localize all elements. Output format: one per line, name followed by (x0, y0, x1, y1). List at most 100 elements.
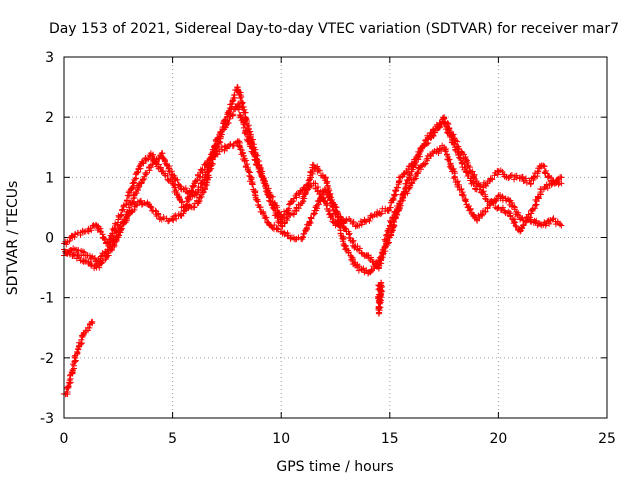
trace-marker (148, 204, 155, 211)
trace-marker (202, 172, 209, 179)
trace-marker (172, 187, 179, 194)
trace-marker (458, 160, 465, 167)
trace-marker (467, 206, 474, 213)
trace-marker (555, 181, 562, 188)
trace-marker (86, 324, 93, 331)
trace-marker (271, 205, 278, 212)
trace-marker (99, 257, 106, 264)
trace-marker (303, 187, 310, 194)
trace-marker (540, 162, 547, 169)
trace-marker (256, 161, 263, 168)
trace-marker (445, 121, 452, 128)
trace-marker (71, 353, 78, 360)
trace-marker (242, 116, 249, 123)
trace-marker (541, 163, 548, 170)
trace-marker (248, 175, 255, 182)
trace-marker (97, 253, 104, 260)
trace-marker (350, 218, 357, 225)
trace-marker (143, 169, 150, 176)
trace-marker (157, 164, 164, 171)
trace-marker (215, 135, 222, 142)
trace-marker (117, 211, 124, 218)
trace-marker (164, 173, 171, 180)
trace-marker (311, 210, 318, 217)
trace-marker (128, 185, 135, 192)
trace-marker (542, 167, 549, 174)
trace-marker (200, 179, 207, 186)
trace-marker (367, 268, 374, 275)
trace-marker (190, 184, 197, 191)
trace-marker (133, 190, 140, 197)
trace-marker (474, 180, 481, 187)
trace-marker (290, 198, 297, 205)
y-axis-label: SDTVAR / TECUs (5, 181, 21, 296)
trace-marker (79, 248, 86, 255)
trace-marker (123, 197, 130, 204)
data-point (137, 162, 144, 169)
trace-marker (229, 97, 236, 104)
trace-marker (315, 167, 322, 174)
trace-marker (267, 198, 274, 205)
trace-marker (406, 175, 413, 182)
trace-marker (377, 255, 384, 262)
trace-marker (324, 182, 331, 189)
trace-marker (448, 162, 455, 169)
trace-marker (508, 172, 515, 178)
trace-marker (88, 227, 95, 234)
trace-marker (111, 242, 118, 249)
x-tick-label: 10 (272, 431, 290, 447)
trace-marker (347, 217, 354, 224)
trace-marker (330, 204, 337, 211)
data-point (278, 222, 285, 229)
trace-marker (130, 180, 137, 187)
chart-title: Day 153 of 2021, Sidereal Day-to-day VTE… (49, 21, 619, 37)
trace-marker (205, 161, 212, 168)
trace-marker (530, 176, 537, 183)
data-point (169, 216, 176, 223)
trace-marker (412, 159, 419, 166)
trace-marker (305, 180, 312, 187)
trace-marker (314, 205, 321, 212)
trace-marker (350, 237, 357, 244)
trace-marker (326, 193, 333, 200)
trace-marker (308, 215, 315, 222)
trace-marker (396, 205, 403, 212)
x-axis-label: GPS time / hours (276, 459, 393, 475)
trace-marker (118, 225, 125, 232)
trace-marker (229, 111, 236, 118)
trace-marker (447, 161, 454, 168)
trace-marker (319, 191, 326, 198)
trace-marker (522, 175, 529, 182)
y-tick-label: 2 (45, 110, 54, 126)
trace-marker (328, 194, 335, 201)
trace-marker (464, 159, 471, 166)
trace-marker (499, 204, 506, 211)
trace-marker (239, 104, 246, 111)
trace-marker (290, 210, 297, 217)
trace-marker (390, 196, 397, 203)
trace-marker (220, 125, 227, 132)
trace-marker (268, 201, 275, 208)
trace-marker (150, 151, 157, 158)
trace-marker (462, 197, 469, 204)
trace-marker (240, 152, 247, 159)
trace-marker (191, 204, 198, 211)
trace-marker (147, 203, 154, 210)
trace-marker (244, 164, 251, 171)
trace-marker (366, 217, 373, 224)
trace-marker (378, 288, 385, 295)
trace-marker (234, 84, 241, 91)
trace-marker (312, 203, 319, 210)
trace-marker (361, 219, 368, 226)
trace-marker (489, 176, 496, 183)
trace-marker (65, 383, 72, 390)
trace-marker (149, 161, 156, 168)
trace-marker (247, 128, 254, 135)
trace-marker (131, 206, 138, 213)
data-point (558, 174, 565, 181)
trace-marker (356, 245, 363, 252)
trace-marker (403, 169, 410, 176)
trace-marker (181, 207, 188, 214)
trace-marker (289, 198, 296, 205)
